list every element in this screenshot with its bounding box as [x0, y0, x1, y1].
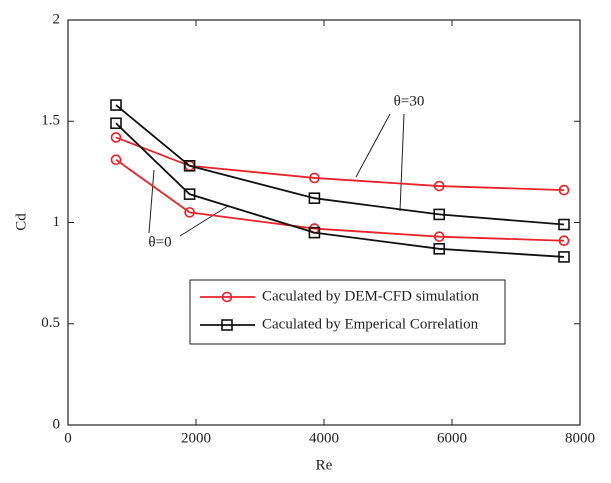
x-axis-label: Re [316, 457, 333, 473]
marker [309, 172, 320, 184]
marker [184, 207, 195, 218]
marker [558, 251, 570, 263]
marker [183, 160, 196, 172]
annotation-arrow [148, 169, 155, 234]
y-tick-label: 0.5 [41, 315, 60, 331]
annotation: θ=0 [148, 234, 171, 250]
legend [189, 279, 506, 345]
y-tick-label: 1.5 [41, 113, 60, 129]
plot-frame [67, 19, 581, 426]
marker [110, 154, 122, 166]
legend-marker [221, 291, 233, 303]
y-axis-label: Cd [13, 213, 29, 231]
series-line [115, 122, 565, 258]
marker [110, 132, 122, 143]
x-tick-label: 6000 [437, 430, 467, 446]
annotation: θ=30 [394, 93, 425, 109]
series-line [115, 104, 565, 226]
y-tick-label: 2 [53, 11, 61, 27]
marker [558, 218, 570, 231]
series-line [115, 158, 565, 242]
annotation-arrow [399, 113, 405, 212]
series-line [115, 136, 565, 191]
marker [110, 117, 122, 130]
legend-label: Caculated by Emperical Correlation [262, 316, 479, 332]
marker [308, 226, 321, 239]
annotation-arrow [355, 113, 391, 178]
marker [558, 235, 570, 247]
x-tick-label: 0 [64, 430, 72, 446]
x-tick-label: 4000 [309, 430, 339, 446]
marker [308, 192, 321, 204]
y-tick-label: 1 [53, 214, 61, 230]
marker [433, 243, 446, 255]
legend-label: Caculated by DEM-CFD simulation [262, 288, 480, 304]
legend-marker [221, 319, 233, 331]
x-tick-label: 8000 [565, 430, 595, 446]
marker [558, 184, 570, 196]
y-tick-label: 0 [53, 416, 61, 432]
x-tick-label: 2000 [181, 430, 211, 446]
marker [110, 99, 122, 111]
marker [433, 208, 446, 221]
annotation-arrow [179, 205, 229, 237]
marker [433, 231, 445, 242]
marker [183, 188, 196, 200]
marker [433, 180, 445, 192]
